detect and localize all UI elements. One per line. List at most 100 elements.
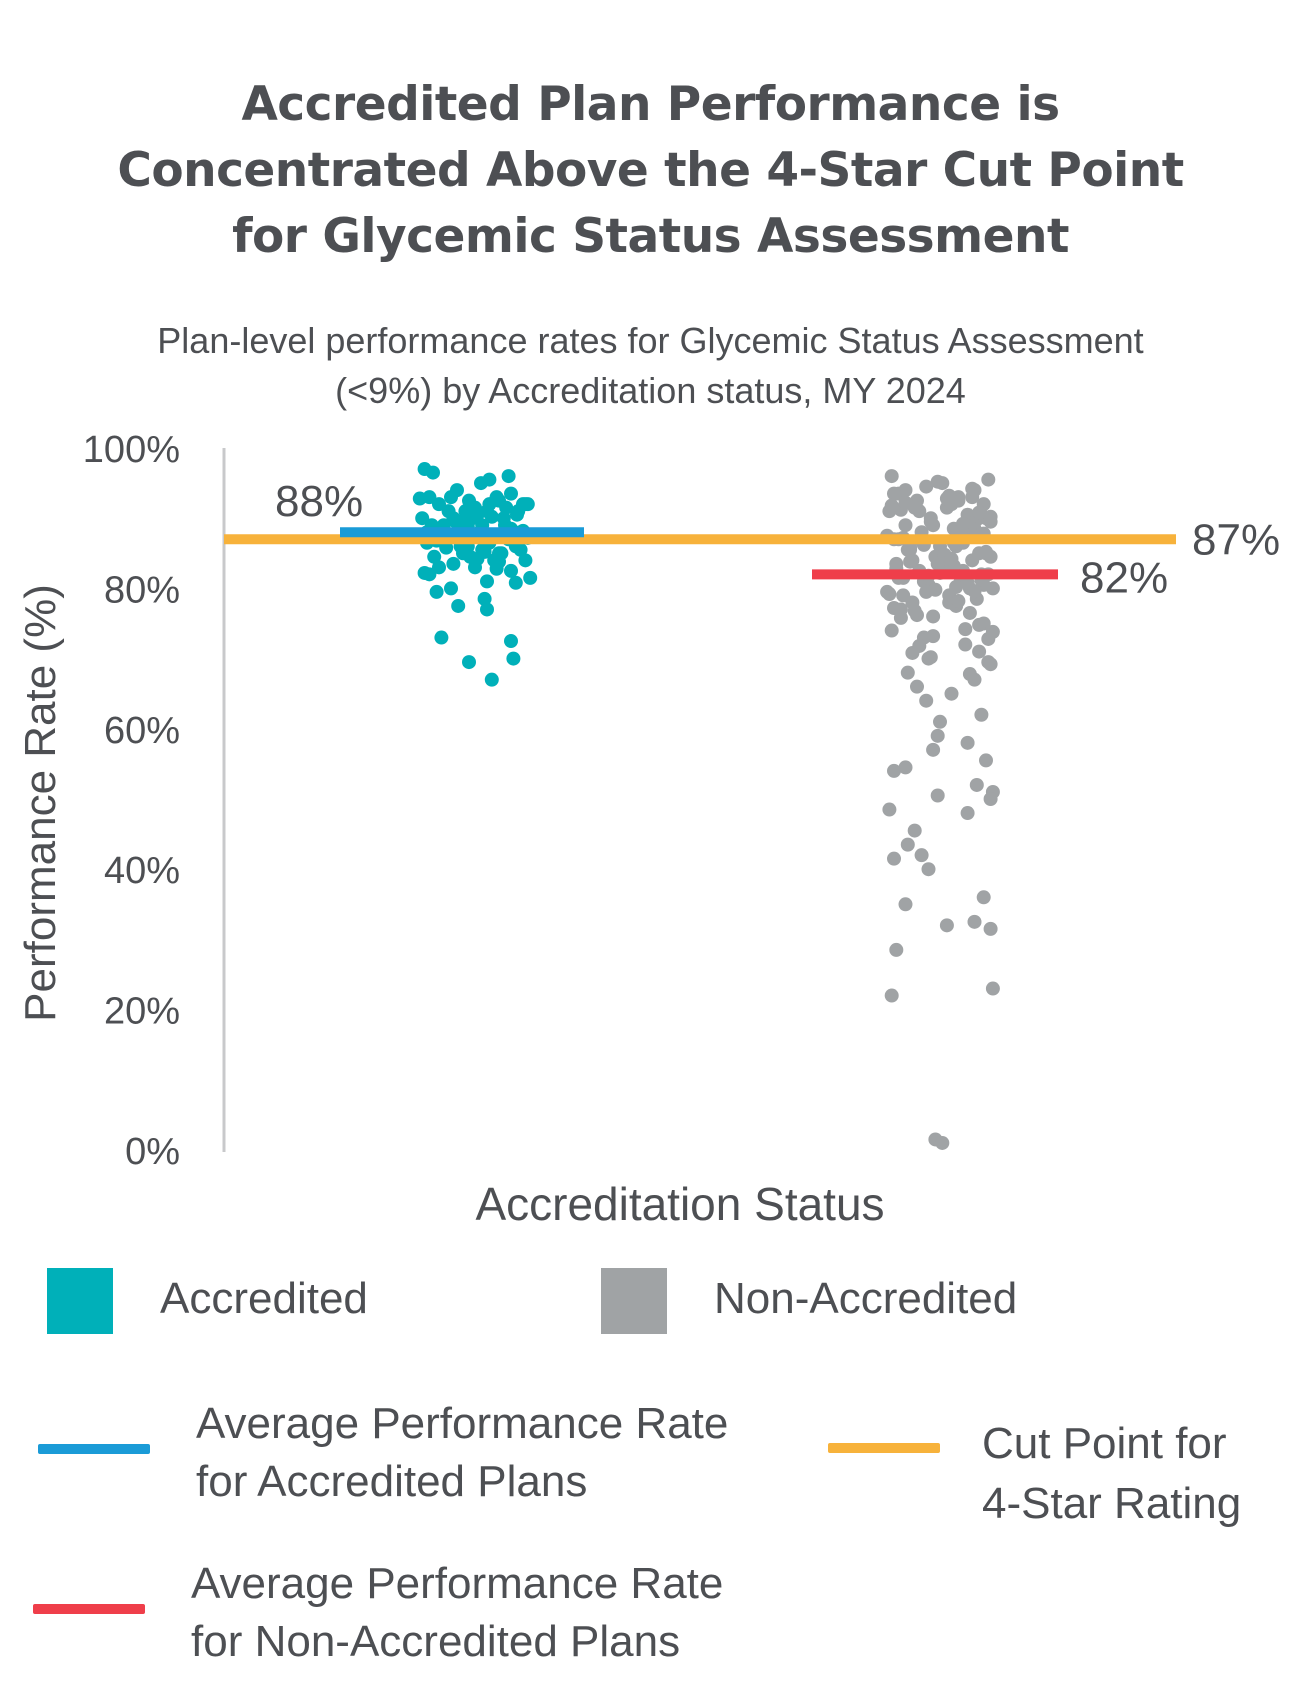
accredited-point — [426, 465, 440, 480]
chart-title-line: Concentrated Above the 4-Star Cut Point — [117, 143, 1184, 198]
avg-non-accredited-label: 82% — [1080, 553, 1168, 602]
y-tick-label: 60% — [104, 710, 180, 752]
accredited-point — [518, 553, 533, 568]
non-accredited-point — [979, 753, 993, 768]
accredited-point — [513, 542, 528, 557]
x-axis-label: Accreditation Status — [475, 1178, 884, 1230]
legend-swatch-accredited — [47, 1268, 113, 1334]
accredited-point — [508, 575, 523, 590]
accredited-point — [446, 556, 461, 571]
non-accredited-point — [960, 806, 975, 821]
non-accredited-point — [884, 623, 899, 638]
non-accredited-point — [898, 760, 913, 775]
non-accredited-point — [907, 823, 922, 838]
non-accredited-point — [926, 609, 941, 624]
non-accredited-point — [981, 472, 996, 487]
accredited-point — [415, 511, 430, 526]
non-accredited-point — [958, 637, 973, 652]
legend-label-non-accredited: Non-Accredited — [714, 1274, 1018, 1323]
legend-swatch-non-accredited — [601, 1268, 667, 1334]
accredited-point — [474, 476, 488, 491]
chart-title: Accredited Plan Performance is Concentra… — [0, 72, 1301, 270]
non-accredited-point — [930, 474, 945, 489]
non-accredited-point — [976, 890, 991, 905]
non-accredited-point — [972, 644, 987, 659]
non-accredited-point — [887, 601, 901, 616]
non-accredited-point — [898, 483, 913, 498]
non-accredited-point — [923, 514, 938, 529]
accredited-point — [448, 514, 463, 529]
accredited-point — [477, 591, 492, 606]
legend-label-line: Average Performance Rate — [191, 1559, 724, 1608]
non-accredited-point — [967, 914, 982, 929]
accredited-point — [489, 561, 504, 576]
cut-point-label: 87% — [1192, 515, 1280, 564]
non-accredited-point — [944, 686, 959, 701]
non-accredited-point — [983, 792, 998, 806]
legend-label-avg-non-accredited: Average Performance Rate for Non-Accredi… — [191, 1555, 723, 1671]
non-accredited-point — [887, 486, 901, 501]
y-tick-label: 20% — [104, 991, 180, 1033]
chart-title-line: for Glycemic Status Assessment — [232, 209, 1069, 264]
accredited-point — [504, 486, 518, 501]
non-accredited-point — [956, 516, 970, 531]
accredited-point — [470, 507, 485, 522]
accredited-point — [417, 565, 432, 580]
non-accredited-point — [912, 638, 927, 653]
non-accredited-point — [887, 851, 901, 866]
legend-label-line: 4-Star Rating — [982, 1479, 1242, 1528]
non-accredited-point — [926, 629, 941, 644]
accredited-point — [429, 584, 444, 599]
legend-label-line: Average Performance Rate — [196, 1399, 729, 1448]
accredited-point — [523, 570, 538, 585]
y-axis-label: Performance Rate (%) — [16, 584, 65, 1022]
non-accredited-point — [900, 837, 915, 852]
accredited-point — [480, 602, 494, 617]
non-accredited-point — [898, 897, 913, 912]
accredited-point — [482, 497, 497, 512]
non-accredited-point — [972, 505, 987, 520]
chart-subtitle-line: Plan-level performance rates for Glycemi… — [157, 320, 1144, 361]
legend-line-avg-non-accredited — [33, 1604, 145, 1614]
accredited-point — [480, 574, 494, 589]
non-accredited-point — [935, 1135, 950, 1150]
accredited-point — [470, 551, 485, 566]
legend-label-cut-point: Cut Point for 4-Star Rating — [982, 1414, 1241, 1534]
chart-title-line: Accredited Plan Performance is — [241, 77, 1060, 132]
accredited-point — [427, 549, 442, 564]
scatter-chart: 0% 20% 40% 60% 80% 100% Performance Rate (%) Ac… — [16, 429, 1280, 1230]
accredited-point — [484, 509, 499, 524]
legend-label-avg-accredited: Average Performance Rate for Accredited … — [196, 1395, 728, 1511]
non-accredited-point — [898, 518, 913, 533]
non-accredited-point — [962, 667, 977, 682]
accredited-point — [451, 598, 466, 613]
non-accredited-point — [985, 624, 1000, 639]
non-accredited-point — [896, 588, 911, 603]
non-accredited-point — [983, 509, 998, 524]
non-accredited-point — [898, 495, 913, 510]
non-accredited-point — [884, 469, 899, 484]
non-accredited-point — [926, 742, 941, 757]
non-accredited-point — [930, 728, 945, 743]
accredited-point — [518, 497, 533, 512]
non-accredited-point — [962, 605, 977, 620]
chart-subtitle-line: (<9%) by Accreditation status, MY 2024 — [335, 370, 966, 411]
y-tick-label: 100% — [83, 429, 180, 471]
non-accredited-point — [914, 848, 929, 863]
non-accredited-point — [928, 582, 943, 597]
non-accredited-point — [958, 622, 973, 637]
accredited-point — [504, 563, 518, 578]
accredited-point — [496, 511, 511, 526]
non-accredited-point — [983, 921, 998, 936]
legend-line-avg-accredited — [38, 1444, 150, 1454]
legend-label-line: Cut Point for — [982, 1419, 1227, 1468]
non-accredited-point — [882, 587, 897, 602]
y-tick-label: 80% — [104, 569, 180, 611]
accredited-point — [506, 651, 521, 666]
non-accredited-point — [933, 714, 947, 729]
non-accredited-point — [960, 735, 975, 750]
non-accredited-point — [889, 942, 904, 957]
non-accredited-point — [919, 693, 934, 708]
non-accredited-point — [951, 594, 966, 609]
non-accredited-point — [983, 657, 998, 672]
